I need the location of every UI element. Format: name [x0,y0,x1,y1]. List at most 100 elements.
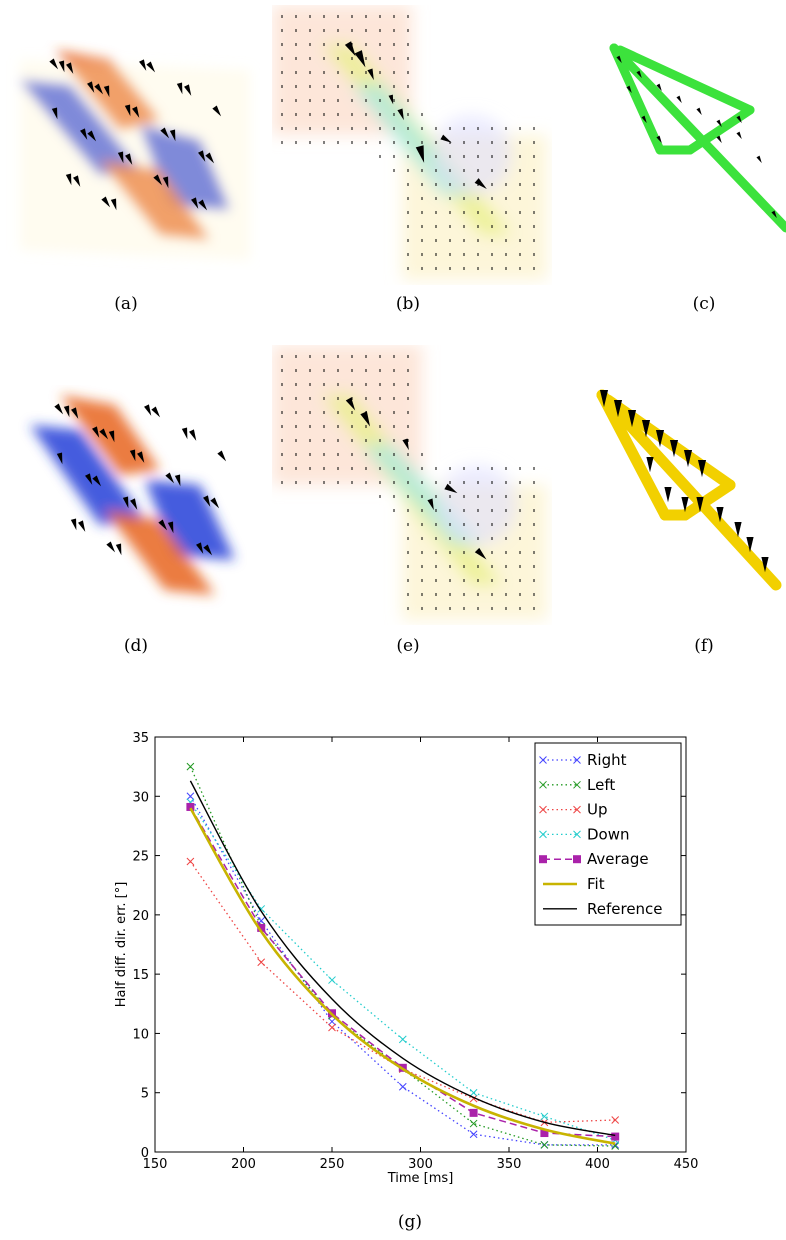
caption-f: (f) [694,636,714,656]
vector-arrow [70,518,77,531]
series-fit [189,807,616,1145]
data-point [611,1116,620,1124]
series-reference [189,780,616,1137]
vector-arrow [92,475,102,487]
data-point [257,923,266,932]
vector-arrow [169,129,176,142]
panel-d [0,385,260,615]
vector-arrow [137,451,145,463]
data-point [611,1132,620,1141]
vector-arrow [746,537,754,553]
vector-arrow [153,174,163,186]
vector-arrow [198,199,208,211]
panel-d-arrows [54,403,227,556]
vector-arrow [669,440,679,458]
legend-label: Average [587,850,649,868]
vector-arrow [66,62,74,74]
vector-arrow [627,410,637,428]
legend-label: Right [587,751,627,769]
caption-c: (c) [692,294,716,314]
vector-arrow [771,210,777,219]
vector-arrow [65,173,72,186]
vector-arrow [85,473,93,485]
x-tick-label: 400 [585,1157,610,1172]
vector-arrow [115,543,122,556]
x-tick-label: 350 [497,1157,522,1172]
x-tick-label: 250 [320,1157,345,1172]
vector-arrow [196,542,204,554]
vector-arrow [681,497,689,513]
panel-a-arrows [49,58,222,211]
legend-marker [573,830,581,839]
vector-arrow [167,521,174,534]
vector-arrow [212,105,222,117]
vector-arrow [110,198,117,211]
vector-arrow [58,60,65,73]
vector-arrow [49,58,59,70]
vector-arrow [360,411,371,427]
vector-arrow [626,85,632,94]
vector-arrow [415,145,425,163]
vector-arrow [106,541,116,553]
y-tick-label: 5 [141,1087,149,1102]
legend-marker [539,855,547,864]
vector-arrow [181,427,188,440]
data-point [540,1112,549,1121]
vector-arrow [146,61,156,73]
vector-arrow [696,107,702,116]
data-point [469,1108,478,1117]
panel-c-lines [609,43,786,233]
legend-marker [573,855,581,864]
vector-arrow [756,155,762,164]
vector-arrow [184,84,192,96]
y-tick-label: 20 [132,909,149,924]
data-point [257,958,266,967]
vector-arrow [63,405,70,418]
vector-arrow [696,497,704,513]
panel-e-image [272,345,547,620]
vector-arrow [203,495,211,507]
vector-arrow [345,397,356,411]
panel-b-field [272,5,547,280]
plot-area: 150 200 250 300 350 400 450 0 5 10 15 20 25 30 35 Time … [114,731,698,1186]
vector-arrow [354,50,366,68]
data-point [469,1130,478,1139]
legend-label: Reference [587,900,663,918]
vector-arrow [87,81,95,93]
vector-arrow [397,108,404,121]
legend-marker [573,756,581,764]
vector-arrow [367,68,374,81]
vector-arrow [191,197,199,209]
vector-arrow [176,82,183,95]
vector-arrow [94,83,104,95]
panel-e [272,345,552,625]
vector-arrow [125,153,133,165]
panel-f-lines [596,389,782,591]
caption-e: (e) [396,636,420,656]
panel-f-arrows [599,390,769,573]
data-point [186,802,195,811]
caption-g: (g) [397,1212,423,1232]
vector-arrow [103,85,110,98]
panel-c-image [609,43,786,233]
vector-arrow [129,449,136,462]
legend-marker [539,830,547,839]
vector-arrow [132,106,140,118]
legend-label: Up [587,801,608,819]
vector-arrow [73,175,81,187]
y-tick-label: 0 [141,1146,149,1161]
vector-arrow [344,41,356,57]
y-tick-label: 10 [132,1027,149,1042]
data-point [398,1082,407,1091]
panel-c-arrows [616,55,777,219]
vector-arrow [80,128,88,140]
vector-arrow [101,196,111,208]
caption-a: (a) [114,294,138,314]
legend-marker [539,805,547,814]
panel-e-arrows [281,355,535,610]
legend-marker [573,805,581,814]
vector-arrow [683,450,693,468]
vector-arrow [117,151,124,164]
x-tick-label: 200 [231,1157,256,1172]
vector-arrow [656,135,662,144]
